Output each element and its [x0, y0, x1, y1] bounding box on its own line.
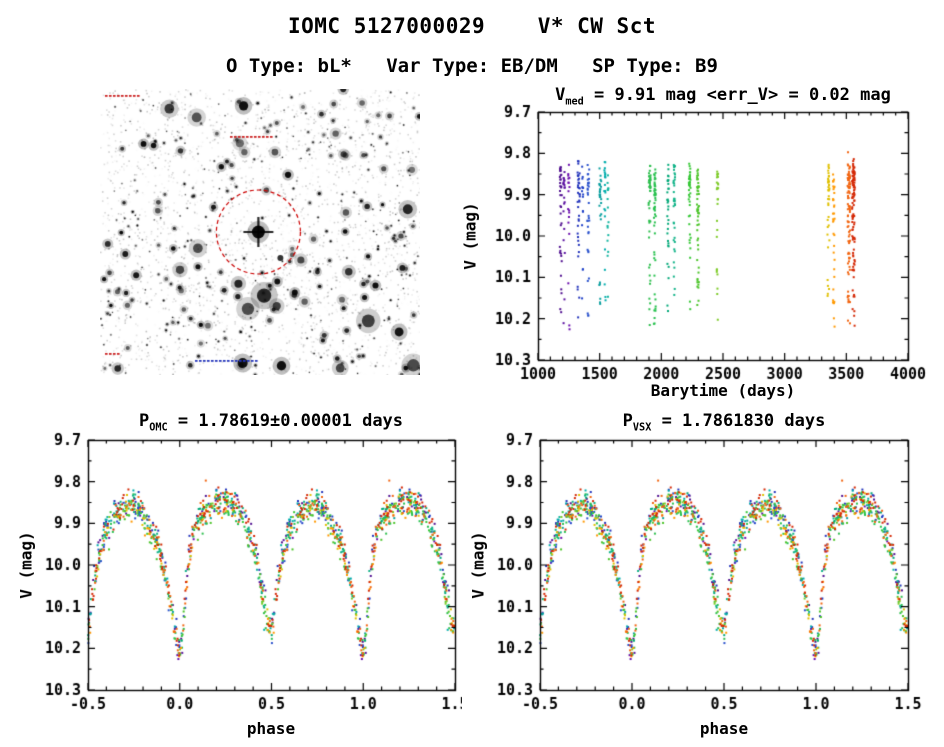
timeseries-plot-canvas — [462, 104, 944, 400]
page-subtitle: O Type: bL* Var Type: EB/DM SP Type: B9 — [226, 55, 718, 77]
phase-vsx-plot-title: PVSX = 1.7861830 days — [503, 411, 944, 433]
page-title: IOMC 5127000029 V* CW Sct — [287, 14, 656, 38]
timeseries-plot-title: Vmed = 9.91 mag <err_V> = 0.02 mag — [502, 85, 944, 107]
timeseries-xaxis-label: Barytime (days) — [650, 381, 796, 400]
title-symbol: V — [555, 85, 566, 105]
title-symbol: P — [138, 411, 150, 431]
phase-omc-xaxis-label: phase — [246, 719, 296, 738]
phase-vsx-yaxis-label: V (mag) — [468, 531, 488, 599]
title-value: = 9.91 mag <err_V> = 0.02 mag — [583, 85, 891, 105]
title-subscript: VSX — [632, 422, 652, 434]
phase-omc-plot-title: POMC = 1.78619±0.00001 days — [50, 411, 492, 433]
phase-omc-yaxis-label: V (mag) — [16, 531, 36, 599]
title-subscript: OMC — [149, 422, 168, 434]
title-symbol: P — [622, 411, 633, 431]
timeseries-yaxis-label: V (mag) — [460, 202, 480, 270]
phase-vsx-plot-canvas — [462, 432, 944, 747]
title-value: = 1.7861830 days — [651, 411, 826, 431]
phase-omc-plot-canvas — [10, 432, 462, 747]
title-value: = 1.78619±0.00001 days — [167, 411, 404, 431]
finder-chart-image — [100, 89, 420, 375]
phase-vsx-xaxis-label: phase — [699, 719, 749, 738]
title-subscript: med — [565, 96, 584, 108]
